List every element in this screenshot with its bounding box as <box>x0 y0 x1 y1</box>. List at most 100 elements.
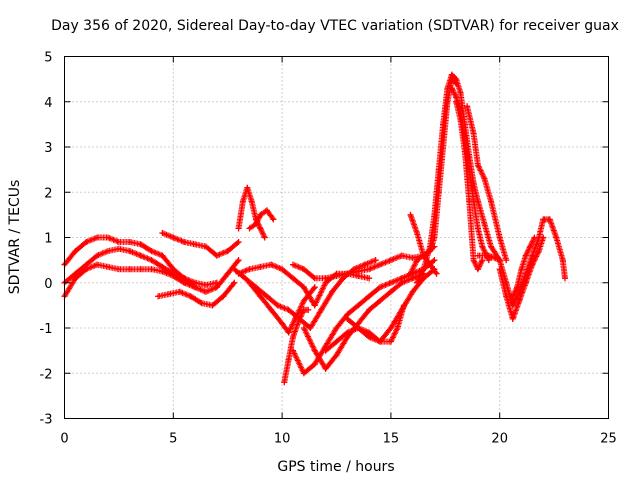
data-point <box>407 270 414 277</box>
data-point <box>366 266 373 273</box>
series-track-7 <box>246 207 277 232</box>
data-point <box>355 268 362 275</box>
data-point <box>94 261 101 268</box>
data-point <box>433 270 440 277</box>
x-tick-label: 5 <box>169 432 177 447</box>
data-point <box>414 229 421 236</box>
data-point <box>311 361 318 368</box>
data-point <box>514 284 521 291</box>
data-point <box>72 275 79 282</box>
data-point <box>170 234 177 241</box>
data-point <box>518 266 525 273</box>
data-point <box>270 216 277 223</box>
data-point <box>257 293 264 300</box>
data-point <box>516 297 523 304</box>
data-point <box>202 282 209 289</box>
data-point <box>509 315 516 322</box>
series-markers <box>159 230 242 259</box>
data-point <box>366 334 373 341</box>
data-point <box>540 216 547 223</box>
data-point <box>155 293 162 300</box>
data-point <box>170 272 177 279</box>
data-point <box>461 148 468 155</box>
data-point <box>281 379 288 386</box>
data-point <box>311 347 318 354</box>
data-point <box>279 266 286 273</box>
data-point <box>394 325 401 331</box>
data-point <box>481 175 488 182</box>
data-point <box>244 184 251 191</box>
data-point <box>377 297 384 304</box>
data-point <box>257 225 264 232</box>
data-point <box>466 198 473 205</box>
series-markers <box>300 270 427 372</box>
data-point <box>372 257 379 264</box>
data-point <box>366 306 373 313</box>
data-point <box>300 370 307 377</box>
data-point <box>252 220 259 227</box>
data-point <box>263 293 270 300</box>
data-point <box>487 243 494 250</box>
data-point <box>311 302 318 309</box>
y-tick-label: -3 <box>40 413 53 428</box>
data-point <box>311 284 318 291</box>
series-track-10 <box>246 279 318 336</box>
data-point <box>242 275 249 282</box>
data-point <box>126 248 133 255</box>
data-point <box>366 275 373 282</box>
data-point <box>387 338 394 345</box>
data-point <box>470 257 477 264</box>
data-point <box>198 300 205 307</box>
data-point <box>333 338 340 345</box>
series-track-22 <box>464 103 510 264</box>
data-point <box>192 284 199 291</box>
x-tick-label: 15 <box>383 432 400 447</box>
series-track-25 <box>507 234 538 304</box>
data-point <box>94 234 101 241</box>
data-point <box>148 266 155 273</box>
series-track-16 <box>344 302 407 345</box>
series-track-24 <box>496 234 547 322</box>
data-point <box>487 198 494 205</box>
data-point <box>322 365 329 372</box>
y-tick-label: 2 <box>44 186 52 201</box>
data-point <box>559 257 566 264</box>
data-point <box>453 98 460 105</box>
x-axis-label: GPS time / hours <box>277 459 394 475</box>
data-point <box>300 266 307 273</box>
data-point <box>318 306 325 313</box>
data-point <box>474 252 481 259</box>
data-point <box>329 288 336 295</box>
data-point <box>181 279 188 286</box>
data-point <box>409 275 416 282</box>
series-track-19 <box>414 71 503 286</box>
data-point <box>387 288 394 295</box>
data-point <box>398 279 405 286</box>
data-point <box>83 266 90 273</box>
data-point <box>148 248 155 255</box>
data-point <box>457 116 464 123</box>
data-point <box>414 279 421 286</box>
data-point <box>496 257 503 264</box>
data-point <box>289 347 296 354</box>
data-point <box>333 272 340 279</box>
data-point <box>159 268 166 275</box>
data-point <box>496 266 503 273</box>
series-track-5 <box>159 229 242 259</box>
data-point <box>83 239 90 246</box>
series-track-17 <box>407 76 460 277</box>
data-point <box>224 270 231 277</box>
data-point <box>213 279 220 286</box>
data-point <box>377 284 384 291</box>
data-point <box>115 245 122 252</box>
ticks-layer: 0 5 10 15 20 25 -3 -2 -1 0 1 2 3 4 5 <box>40 51 617 447</box>
data-point <box>387 257 394 264</box>
series-track-12 <box>281 306 312 386</box>
series-track-3 <box>61 261 199 300</box>
data-point <box>355 325 362 331</box>
data-point <box>257 211 264 218</box>
data-point <box>126 239 133 246</box>
data-point <box>431 257 438 264</box>
data-point <box>311 275 318 282</box>
data-point <box>248 198 255 205</box>
